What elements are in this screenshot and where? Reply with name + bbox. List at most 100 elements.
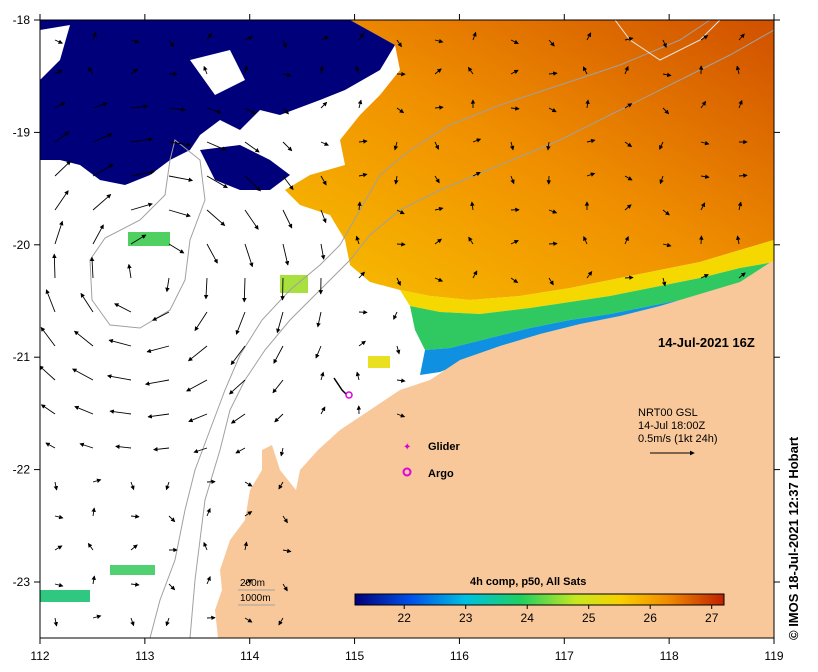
current-vector xyxy=(130,137,154,143)
current-vector xyxy=(79,442,94,449)
current-vector xyxy=(187,345,208,362)
current-vector xyxy=(244,243,254,268)
current-vector xyxy=(45,442,56,449)
current-vector xyxy=(393,311,398,320)
current-vector xyxy=(510,106,520,111)
current-vector xyxy=(394,175,399,185)
current-vector xyxy=(273,345,284,364)
current-vector xyxy=(92,224,104,245)
current-vector xyxy=(165,617,170,627)
sst-patch xyxy=(128,232,170,246)
current-vector xyxy=(396,242,406,247)
current-vector xyxy=(54,131,70,143)
current-vector xyxy=(130,481,135,491)
current-vector xyxy=(54,545,63,551)
glider-marker-icon: ✦ xyxy=(403,442,411,453)
current-vector xyxy=(624,175,633,181)
current-vector xyxy=(624,236,629,245)
current-vector xyxy=(278,617,284,626)
current-vector xyxy=(89,256,95,279)
current-vector xyxy=(54,514,64,520)
current-vector xyxy=(54,220,64,245)
current-vector xyxy=(203,65,208,75)
current-vector xyxy=(80,292,94,313)
current-vector xyxy=(115,444,132,449)
current-vector xyxy=(203,277,209,300)
current-vector xyxy=(396,378,406,383)
current-vector xyxy=(244,107,256,115)
current-vector xyxy=(468,66,474,75)
current-vector xyxy=(168,175,194,182)
land-australia xyxy=(215,240,774,638)
current-vector xyxy=(583,236,588,245)
current-vector xyxy=(434,206,444,212)
current-vector xyxy=(130,582,140,587)
current-vector xyxy=(700,140,710,146)
current-vector xyxy=(316,311,322,328)
current-vector xyxy=(624,141,633,148)
current-vector xyxy=(272,379,284,394)
x-tick-label: 117 xyxy=(555,649,574,663)
current-vector xyxy=(45,289,56,313)
current-vector xyxy=(91,575,96,585)
current-vector xyxy=(358,139,368,144)
isobath-line xyxy=(189,29,774,638)
current-vector xyxy=(510,69,519,75)
current-vector xyxy=(737,201,743,211)
current-vector xyxy=(434,141,439,150)
argo-marker-icon xyxy=(402,467,412,477)
current-vector xyxy=(92,133,113,143)
current-vector xyxy=(243,65,249,75)
cloud-mask-region xyxy=(40,20,395,185)
current-vectors xyxy=(40,31,748,627)
y-tick-label: -21 xyxy=(13,350,31,364)
current-vector xyxy=(586,138,596,144)
current-vector xyxy=(396,39,402,48)
current-vector xyxy=(319,65,324,75)
isobath-line xyxy=(149,20,711,638)
current-vector xyxy=(282,243,290,266)
current-vector xyxy=(40,365,56,381)
current-vector xyxy=(434,105,444,110)
current-vector xyxy=(203,541,208,551)
current-vector xyxy=(165,277,170,293)
current-vector xyxy=(188,413,208,423)
current-vector xyxy=(735,235,741,245)
current-vector xyxy=(130,617,135,627)
current-vector xyxy=(320,101,328,109)
x-tick-label: 119 xyxy=(764,649,783,663)
current-vector xyxy=(74,405,94,415)
current-vector xyxy=(92,194,112,211)
current-vector xyxy=(282,515,288,524)
colorbar-tick-label: 26 xyxy=(644,611,658,625)
current-vector xyxy=(206,507,211,517)
current-vector xyxy=(230,345,246,366)
current-vector xyxy=(355,371,361,381)
current-vector xyxy=(54,160,71,177)
current-vector xyxy=(320,243,326,260)
sst-patch xyxy=(40,590,90,602)
current-vector xyxy=(130,514,140,519)
current-vector xyxy=(168,107,187,112)
current-vector xyxy=(244,36,254,41)
y-tick-label: -19 xyxy=(13,125,31,139)
x-tick-label: 113 xyxy=(135,649,154,663)
current-vector xyxy=(53,481,59,491)
isobath-1000-label: 1000m xyxy=(240,593,271,604)
current-vector xyxy=(54,190,69,211)
current-vector xyxy=(152,311,170,321)
current-vector xyxy=(282,107,289,115)
current-vector xyxy=(54,101,66,109)
current-vector xyxy=(147,413,170,419)
current-vector xyxy=(168,515,176,523)
current-vector xyxy=(168,39,174,48)
x-tick-label: 118 xyxy=(660,649,679,663)
current-vector xyxy=(54,69,63,75)
current-vector xyxy=(393,141,399,151)
current-vector xyxy=(282,548,292,554)
current-vector xyxy=(279,447,285,457)
y-tick-label: -20 xyxy=(13,238,31,252)
current-vector xyxy=(738,272,746,279)
isobath-eddy xyxy=(89,139,206,329)
current-vector xyxy=(582,66,588,75)
